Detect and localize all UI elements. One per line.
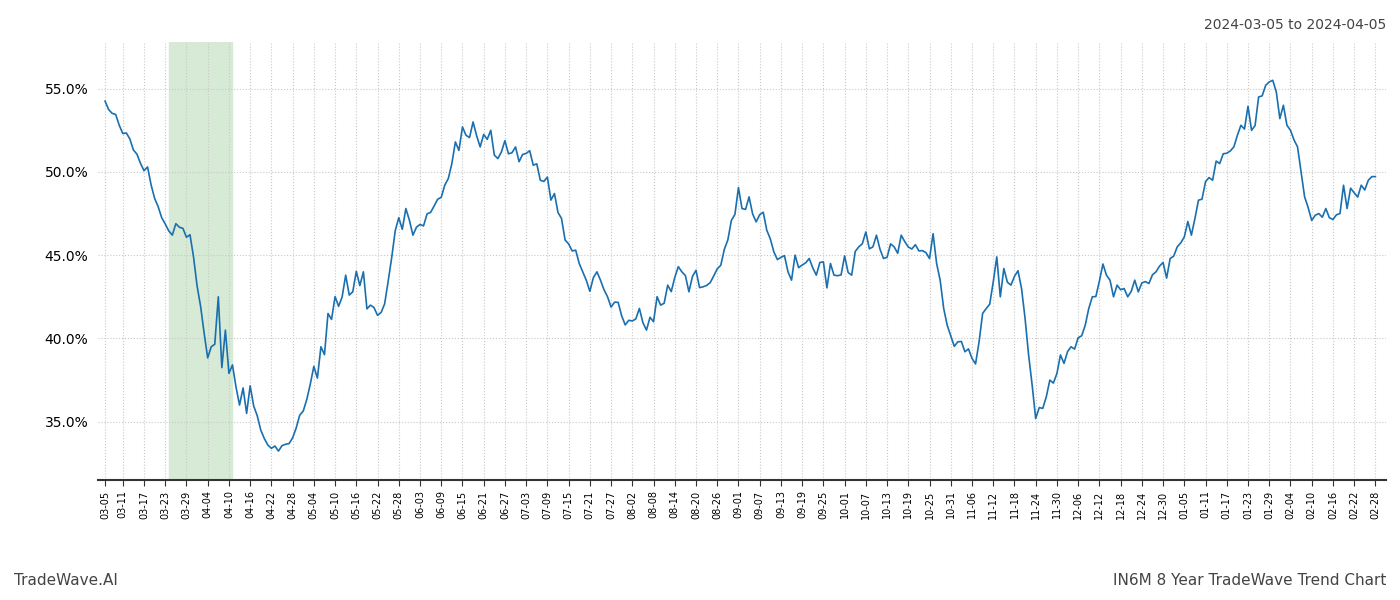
Text: TradeWave.AI: TradeWave.AI <box>14 573 118 588</box>
Text: 2024-03-05 to 2024-04-05: 2024-03-05 to 2024-04-05 <box>1204 18 1386 32</box>
Bar <box>169 42 232 480</box>
Text: IN6M 8 Year TradeWave Trend Chart: IN6M 8 Year TradeWave Trend Chart <box>1113 573 1386 588</box>
